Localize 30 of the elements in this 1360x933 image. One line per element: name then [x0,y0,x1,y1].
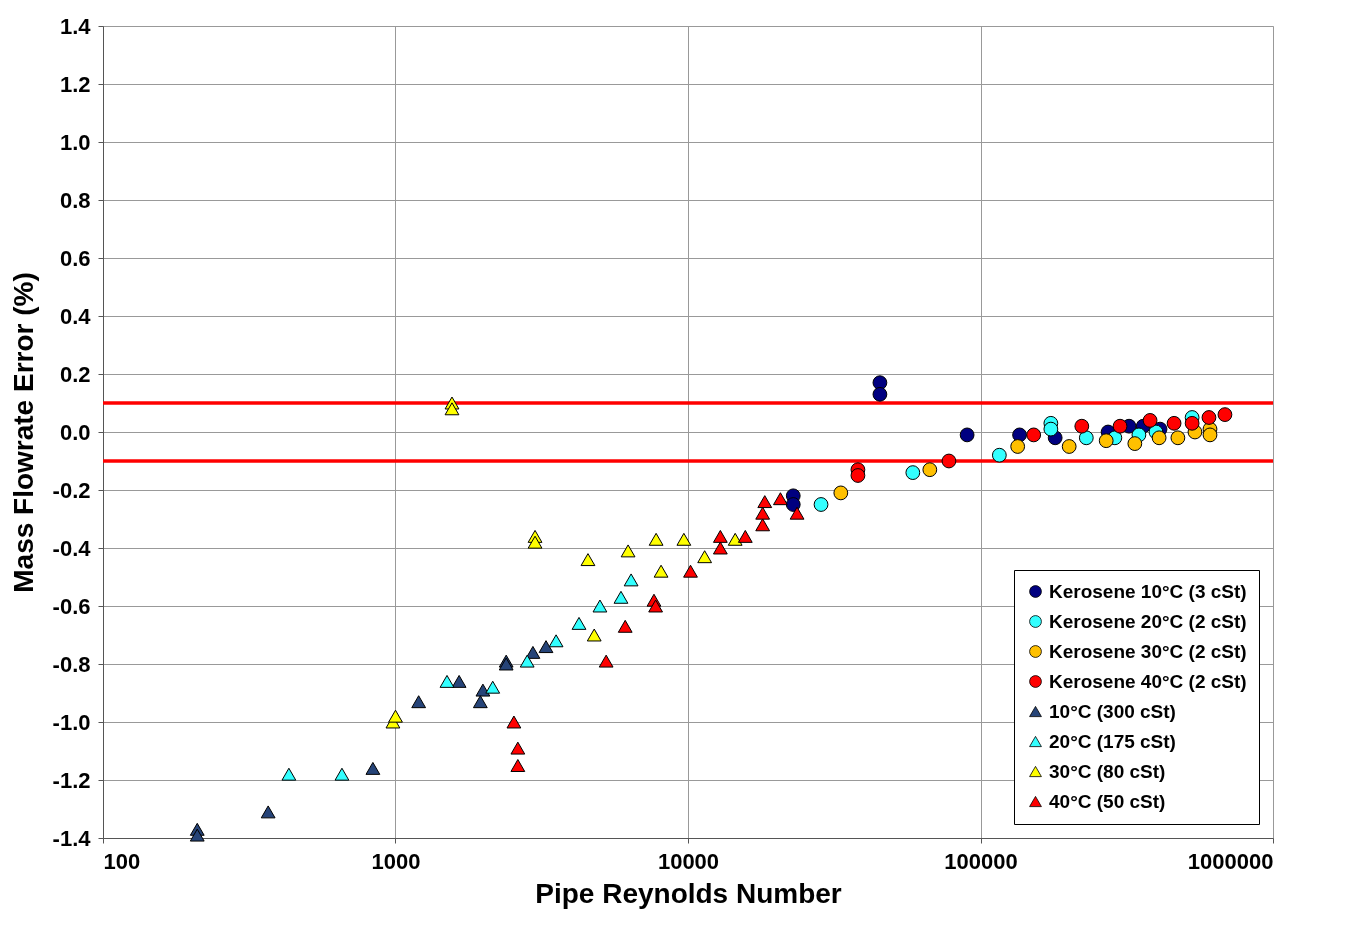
legend-label: Kerosene 10°C (3 cSt) [1049,580,1247,602]
y-tick-label: -0.8 [52,651,91,677]
y-axis-title: Mass Flowrate Error (%) [7,272,39,593]
y-tick-label: -1.4 [52,825,92,851]
x-axis-title: Pipe Reynolds Number [535,877,842,909]
y-tick-label: -1.0 [52,709,91,735]
x-tick-label: 10000 [657,848,720,874]
y-tick-label: 0.0 [59,419,91,445]
y-tick-label: -0.6 [52,593,91,619]
x-tick-label: 100 [103,848,141,874]
legend-label: Kerosene 20°C (2 cSt) [1049,610,1247,632]
legend-label: Kerosene 40°C (2 cSt) [1049,670,1247,692]
legend-label: 40°C (50 cSt) [1049,790,1166,812]
x-tick-label: 1000 [371,848,421,874]
legend-label: 30°C (80 cSt) [1049,760,1166,782]
x-tick-label: 1000000 [1187,848,1274,874]
y-tick-label: -1.2 [52,767,91,793]
y-tick-label: 0.4 [59,303,92,329]
y-tick-label: 0.2 [59,361,91,387]
legend-label: 20°C (175 cSt) [1049,730,1176,752]
y-tick-label: 1.2 [59,71,91,97]
x-tick-label: 100000 [944,848,1018,874]
y-tick-label: -0.2 [52,477,91,503]
y-tick-label: 1.4 [59,13,92,39]
y-tick-label: 1.0 [59,129,91,155]
y-tick-label: 0.8 [59,187,91,213]
legend-label: Kerosene 30°C (2 cSt) [1049,640,1247,662]
y-tick-label: 0.6 [59,245,91,271]
legend-label: 10°C (300 cSt) [1049,700,1176,722]
y-tick-label: -0.4 [52,535,92,561]
